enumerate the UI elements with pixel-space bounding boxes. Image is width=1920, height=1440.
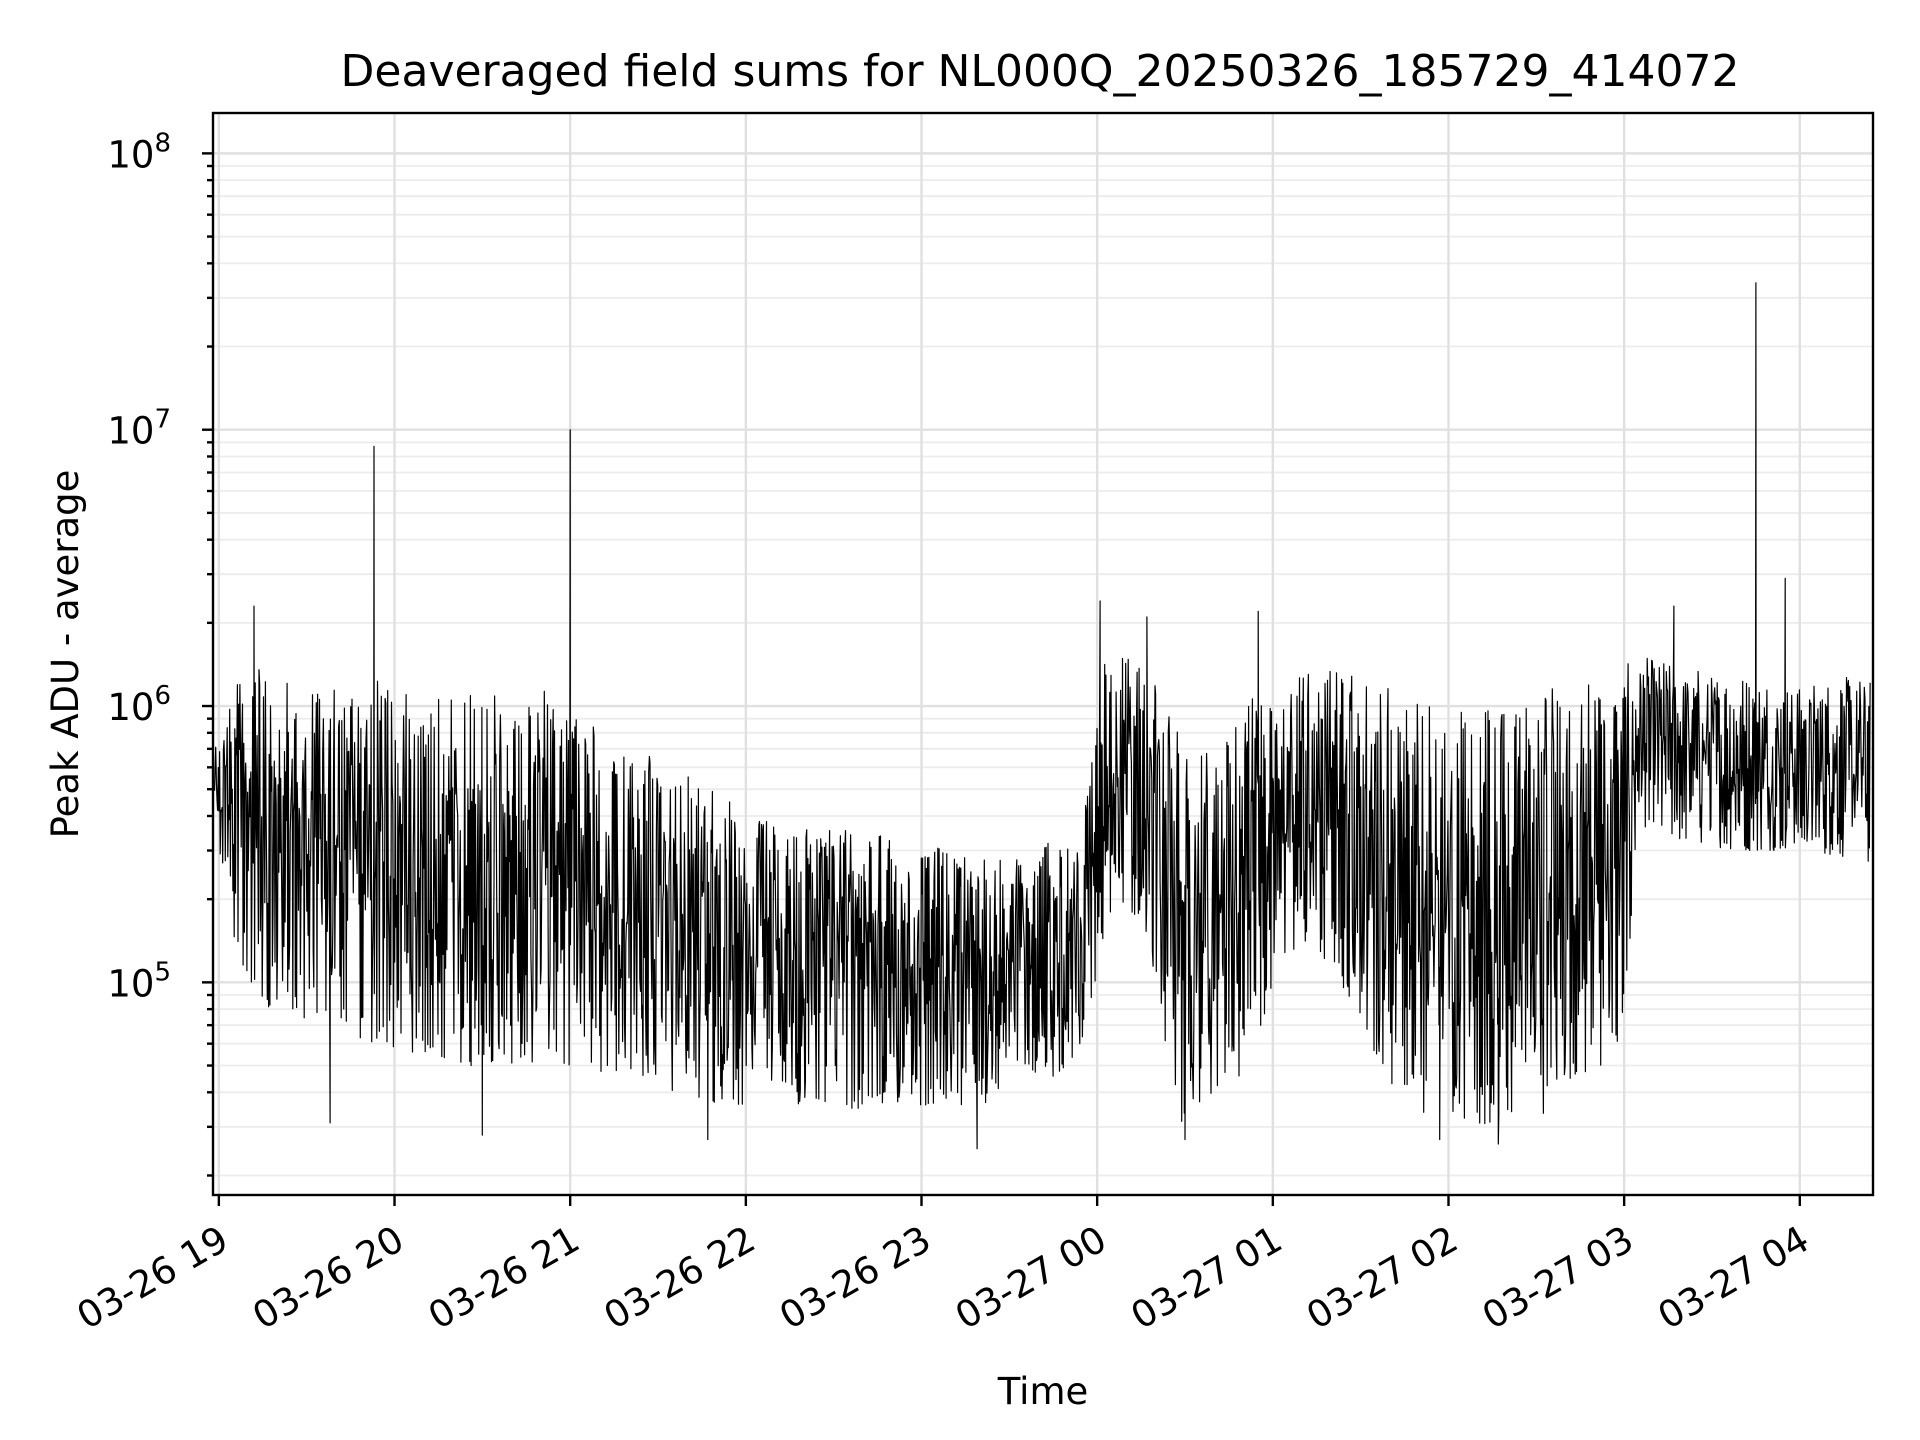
y-axis-label: Peak ADU - average bbox=[44, 470, 87, 839]
y-tick-label: 107 bbox=[107, 405, 171, 453]
y-tick-base: 10 bbox=[107, 686, 154, 729]
plot-frame bbox=[211, 111, 1875, 1197]
x-axis-label: Time bbox=[997, 1370, 1089, 1413]
y-tick-base: 10 bbox=[107, 410, 154, 453]
major-gridlines bbox=[213, 113, 1873, 1195]
y-tick-label: 106 bbox=[107, 681, 171, 729]
y-tick-base: 10 bbox=[107, 962, 154, 1005]
y-tick-exponent: 5 bbox=[154, 957, 171, 987]
chart-title: Deaveraged field sums for NL000Q_2025032… bbox=[341, 46, 1740, 97]
y-tick-exponent: 8 bbox=[154, 128, 171, 158]
y-tick-exponent: 7 bbox=[154, 405, 171, 435]
y-tick-base: 10 bbox=[107, 133, 154, 176]
y-tick-label: 105 bbox=[107, 957, 171, 1005]
y-tick-exponent: 6 bbox=[154, 681, 171, 711]
series-line bbox=[213, 282, 1871, 1150]
y-tick-label: 108 bbox=[107, 128, 171, 176]
data-series bbox=[213, 282, 1871, 1150]
